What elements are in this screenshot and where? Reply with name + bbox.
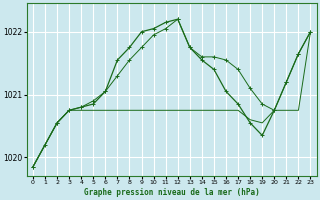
X-axis label: Graphe pression niveau de la mer (hPa): Graphe pression niveau de la mer (hPa)	[84, 188, 260, 197]
